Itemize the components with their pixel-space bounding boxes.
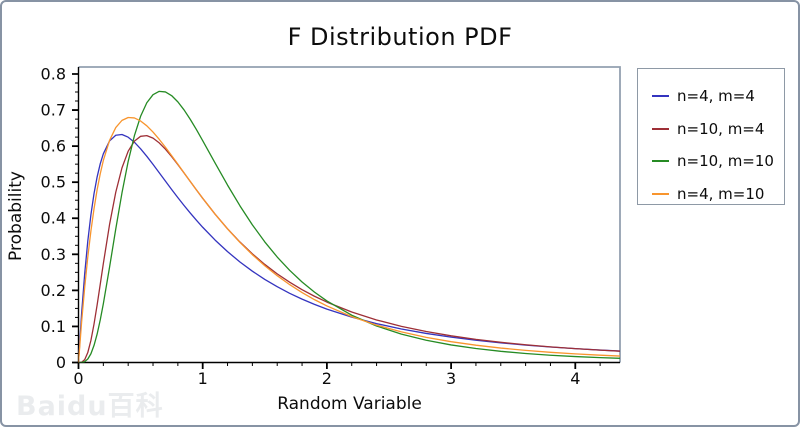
legend-label: n=10, m=10 — [677, 152, 774, 171]
curve-n-10-m-10 — [78, 90, 620, 363]
y-tick-label: 0 — [56, 353, 66, 372]
chart-title: F Distribution PDF — [287, 23, 513, 51]
y-tick-label: 0.2 — [41, 281, 66, 300]
y-tick-label: 0.7 — [41, 101, 66, 120]
axis-lines — [77, 67, 620, 364]
y-tick-label: 0.8 — [41, 64, 66, 83]
legend-swatch-line — [652, 127, 669, 130]
legend-item: n=10, m=10 — [652, 145, 784, 178]
y-tick-label: 0.6 — [41, 137, 66, 156]
plot-frame — [78, 66, 621, 363]
x-axis-label: Random Variable — [277, 394, 422, 414]
legend-item: n=4, m=4 — [652, 80, 784, 113]
x-tick-label: 4 — [570, 369, 580, 388]
y-tick-label: 0.3 — [41, 245, 66, 264]
legend-label: n=4, m=4 — [677, 87, 755, 106]
x-tick-label: 0 — [73, 369, 83, 388]
y-axis-label: Probability — [6, 171, 26, 261]
y-tick-label: 0.5 — [41, 173, 66, 192]
x-tick-label: 2 — [322, 369, 332, 388]
legend-swatch-line — [652, 95, 669, 98]
legend-item: n=4, m=10 — [652, 178, 784, 211]
x-tick-label: 1 — [198, 369, 208, 388]
curve-n-4-m-10 — [78, 116, 620, 363]
y-tick-label: 0.1 — [41, 317, 66, 336]
legend-swatch-line — [652, 160, 669, 163]
legend-label: n=4, m=10 — [677, 184, 765, 203]
x-tick-label: 3 — [446, 369, 456, 388]
legend-swatch-line — [652, 192, 669, 195]
legend: n=4, m=4 n=10, m=4 n=10, m=10 n=4, m=10 — [637, 68, 785, 205]
curve-n-10-m-4 — [78, 135, 620, 363]
legend-item: n=10, m=4 — [652, 113, 784, 146]
curve-n-4-m-4 — [78, 133, 620, 363]
legend-label: n=10, m=4 — [677, 119, 765, 138]
y-tick-label: 0.4 — [41, 209, 66, 228]
